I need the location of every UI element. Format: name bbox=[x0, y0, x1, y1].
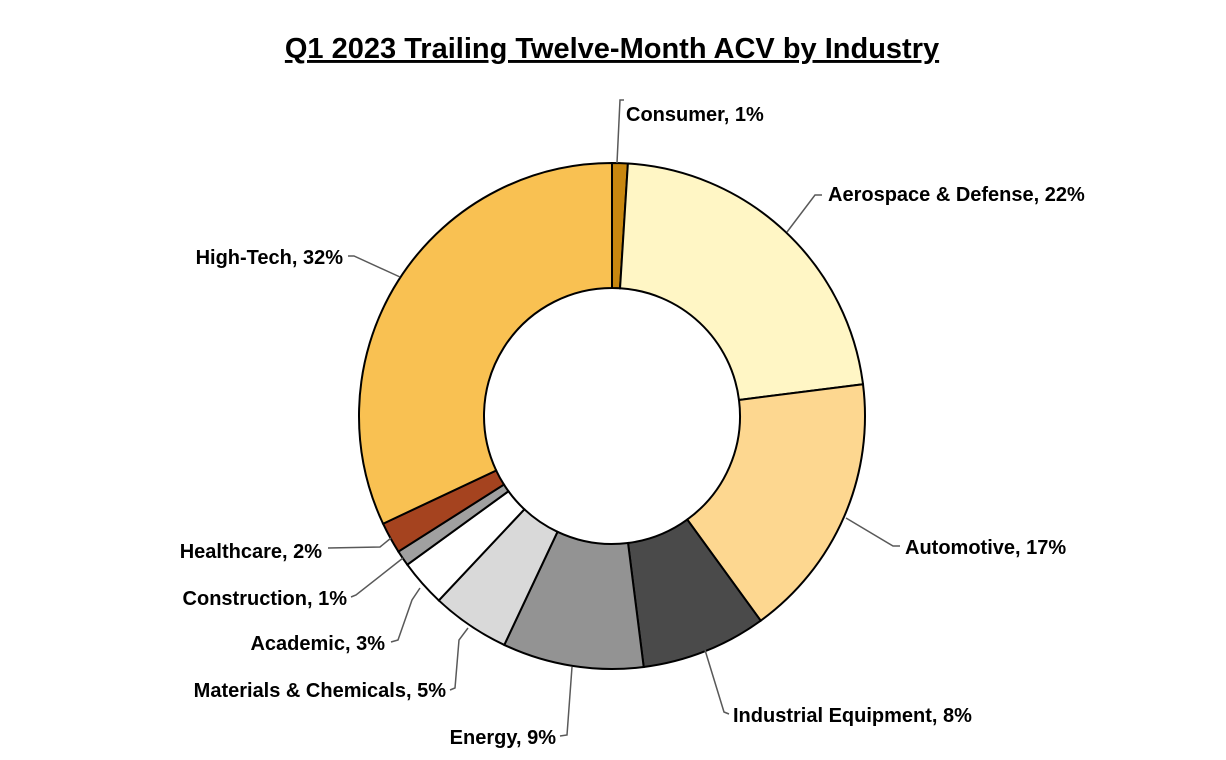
data-label: High-Tech, 32% bbox=[196, 247, 344, 269]
leader-line bbox=[348, 255, 401, 278]
leader-line bbox=[786, 194, 822, 233]
data-labels: Consumer, 1% Aerospace & Defense, 22% Auto… bbox=[180, 104, 1085, 749]
data-label: Academic, 3% bbox=[250, 633, 385, 655]
slices bbox=[358, 161, 866, 670]
leader-line bbox=[449, 627, 469, 691]
leader-lines bbox=[327, 99, 900, 737]
data-label: Construction, 1% bbox=[183, 588, 348, 610]
leader-line bbox=[350, 557, 404, 598]
data-label: Energy, 9% bbox=[450, 727, 557, 749]
data-label: Healthcare, 2% bbox=[180, 541, 323, 563]
slice-high-tech bbox=[358, 161, 613, 526]
leader-line bbox=[704, 649, 730, 715]
leader-line bbox=[845, 517, 900, 547]
data-label: Industrial Equipment, 8% bbox=[733, 705, 972, 727]
data-label: Materials & Chemicals, 5% bbox=[194, 680, 447, 702]
leader-line bbox=[559, 666, 573, 737]
data-label: Consumer, 1% bbox=[626, 104, 764, 126]
leader-line bbox=[390, 587, 421, 643]
leader-line bbox=[616, 99, 624, 164]
data-label: Aerospace & Defense, 22% bbox=[828, 184, 1085, 206]
chart-title: Q1 2023 Trailing Twelve-Month ACV by Ind… bbox=[285, 33, 939, 65]
slice-automotive bbox=[685, 383, 866, 623]
slice-aerospace-defense bbox=[618, 162, 865, 402]
leader-line bbox=[327, 537, 392, 549]
data-label: Automotive, 17% bbox=[905, 537, 1066, 559]
